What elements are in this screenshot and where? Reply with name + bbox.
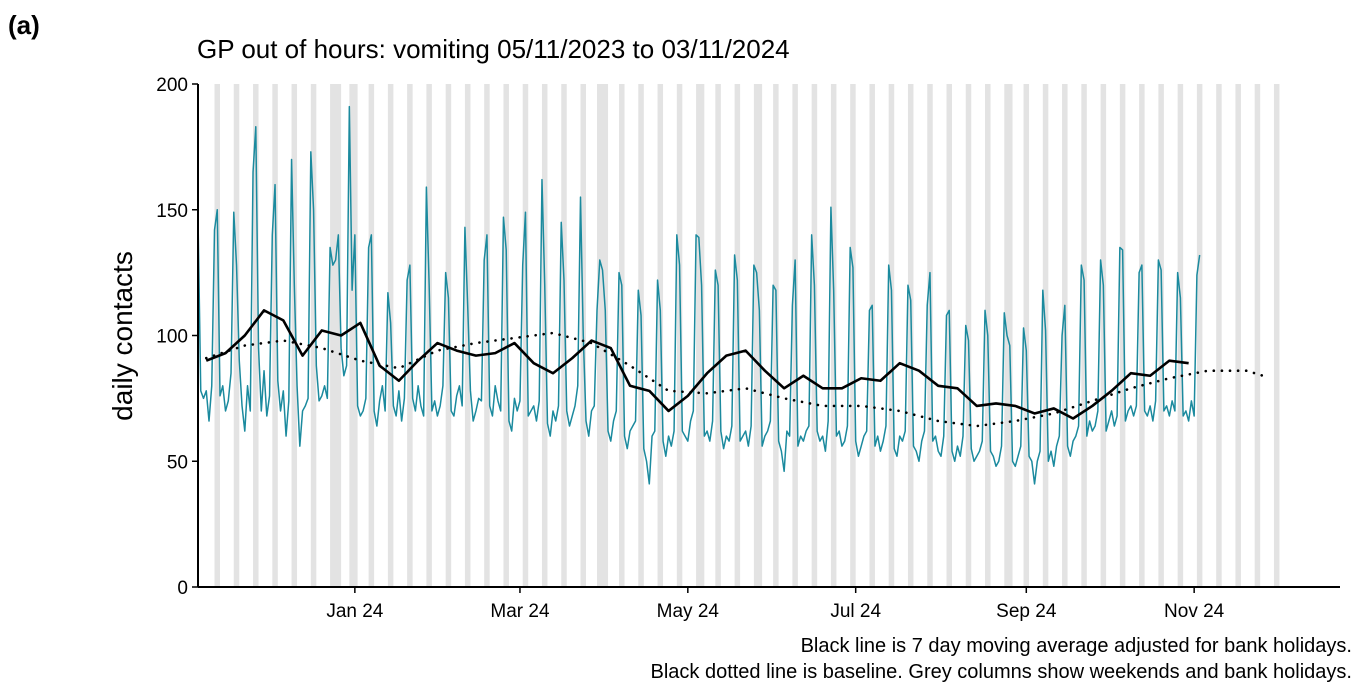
weekend-column (753, 84, 763, 587)
weekend-column (561, 84, 567, 587)
x-tick-label: Mar 24 (490, 601, 550, 622)
weekend-column (792, 84, 798, 587)
weekend-column (1177, 84, 1184, 587)
weekend-column (368, 84, 375, 587)
weekend-column (850, 84, 856, 587)
note: Black line is 7 day moving average adjus… (801, 635, 1352, 657)
weekend-column (291, 84, 298, 587)
baseline-line (204, 331, 1265, 428)
x-tick-label: Jul 24 (830, 601, 881, 622)
weekend-column (1196, 84, 1203, 587)
weekend-column (619, 84, 625, 587)
weekend-column (734, 84, 741, 587)
note: Black dotted line is baseline. Grey colu… (650, 661, 1352, 683)
y-tick-label: 200 (156, 75, 188, 96)
weekend-column (426, 84, 432, 587)
panel-label: (a) (8, 10, 40, 40)
weekend-column (464, 84, 471, 587)
weekend-column (696, 84, 705, 587)
y-tick-label: 0 (177, 578, 188, 599)
weekend-column (830, 84, 837, 587)
weekend-column (541, 84, 548, 587)
weekend-column (965, 84, 972, 587)
x-tick-label: Nov 24 (1164, 601, 1225, 622)
weekend-column (1119, 84, 1126, 587)
y-tick-label: 100 (156, 327, 188, 348)
weekend-column (522, 84, 529, 587)
y-tick-label: 150 (156, 201, 188, 222)
x-tick-label: Jan 24 (326, 601, 383, 622)
weekend-column (349, 84, 358, 587)
weekend-column (811, 84, 818, 587)
weekend-column (1216, 84, 1222, 587)
weekend-column (484, 84, 490, 587)
weekend-column (773, 84, 779, 587)
weekend-column (927, 84, 933, 587)
weekend-column (330, 84, 342, 587)
y-tick-label: 50 (167, 452, 188, 473)
weekend-column (1254, 84, 1261, 587)
weekend-column (253, 84, 259, 587)
weekend-column (233, 84, 240, 587)
series-line (197, 105, 1201, 485)
weekend-column (310, 84, 317, 587)
x-tick-label: Sep 24 (996, 601, 1057, 622)
weekend-column (214, 84, 221, 587)
weekend-column (1023, 84, 1030, 587)
weekend-column (1081, 84, 1087, 587)
weekend-column (1235, 84, 1241, 587)
weekend-column (1139, 84, 1145, 587)
x-tick-label: May 24 (657, 601, 720, 622)
weekend-column (715, 84, 721, 587)
weekend-column (1100, 84, 1107, 587)
weekend-column (1273, 84, 1280, 587)
series-line (205, 309, 1189, 420)
weekend-column (407, 84, 413, 587)
weekend-column (1158, 84, 1164, 587)
weekend-column (272, 84, 278, 587)
weekend-column (503, 84, 509, 587)
weekend-column (445, 84, 452, 587)
weekend-column (676, 84, 683, 587)
weekend-column (1004, 84, 1013, 587)
weekend-column (597, 84, 609, 587)
chart-title: GP out of hours: vomiting 05/11/2023 to … (197, 34, 790, 64)
y-axis-label: daily contacts (107, 251, 138, 421)
weekend-column (888, 84, 895, 587)
